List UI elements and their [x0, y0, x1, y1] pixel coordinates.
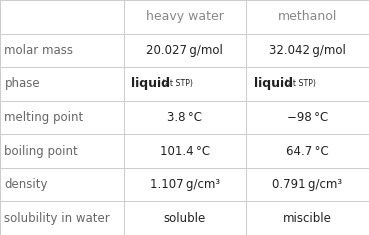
- Text: melting point: melting point: [4, 111, 84, 124]
- Text: liquid: liquid: [131, 77, 170, 90]
- Text: methanol: methanol: [278, 10, 337, 23]
- Text: 1.107 g/cm³: 1.107 g/cm³: [150, 178, 220, 191]
- Text: heavy water: heavy water: [146, 10, 224, 23]
- Text: soluble: soluble: [164, 212, 206, 225]
- Text: −98 °C: −98 °C: [287, 111, 328, 124]
- Text: liquid: liquid: [254, 77, 293, 90]
- Text: 20.027 g/mol: 20.027 g/mol: [146, 44, 223, 57]
- Text: 0.791 g/cm³: 0.791 g/cm³: [272, 178, 343, 191]
- Text: density: density: [4, 178, 48, 191]
- Text: miscible: miscible: [283, 212, 332, 225]
- Text: (at STP): (at STP): [285, 79, 316, 88]
- Text: boiling point: boiling point: [4, 145, 78, 158]
- Text: 101.4 °C: 101.4 °C: [160, 145, 210, 158]
- Text: molar mass: molar mass: [4, 44, 73, 57]
- Text: 3.8 °C: 3.8 °C: [168, 111, 202, 124]
- Text: (at STP): (at STP): [162, 79, 193, 88]
- Text: 64.7 °C: 64.7 °C: [286, 145, 329, 158]
- Text: 32.042 g/mol: 32.042 g/mol: [269, 44, 346, 57]
- Text: solubility in water: solubility in water: [4, 212, 110, 225]
- Text: phase: phase: [4, 77, 40, 90]
